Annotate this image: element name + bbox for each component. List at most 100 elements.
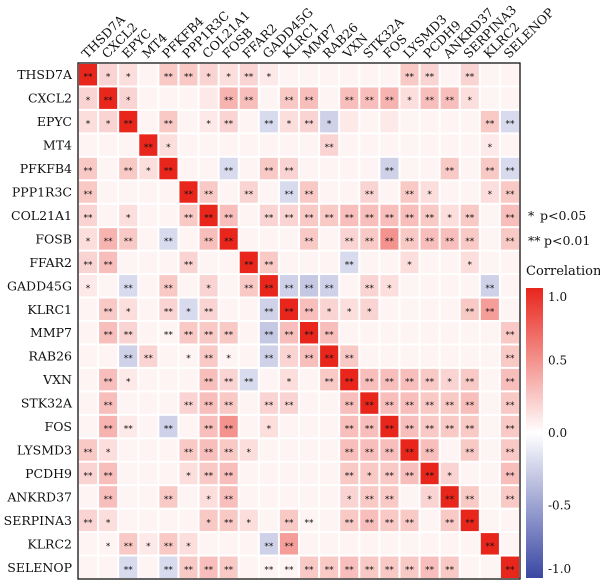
significance-mark: * <box>206 73 211 83</box>
heatmap-cell <box>119 439 138 461</box>
heatmap-cell <box>420 345 439 367</box>
heatmap-cell <box>239 251 258 274</box>
heatmap-cell <box>480 298 499 320</box>
heatmap-cell <box>219 134 238 156</box>
heatmap-cell <box>300 298 319 320</box>
heatmap-cell <box>179 64 198 86</box>
heatmap-cell <box>400 533 419 555</box>
heatmap-cell <box>99 228 118 250</box>
significance-mark: ** <box>385 96 395 106</box>
heatmap-cell <box>139 181 158 203</box>
significance-mark: ** <box>284 190 294 200</box>
heatmap-cell <box>159 87 178 109</box>
row-label: PCDH9 <box>25 466 72 481</box>
significance-mark: ** <box>264 307 274 317</box>
heatmap-cell <box>119 415 138 438</box>
heatmap-cell <box>360 556 379 578</box>
heatmap-cell <box>340 64 359 86</box>
row-label: KLRC1 <box>27 302 72 317</box>
heatmap-cell <box>259 157 278 180</box>
significance-mark: * <box>267 425 272 435</box>
heatmap-cell <box>99 345 118 367</box>
heatmap-cell <box>179 228 198 250</box>
heatmap-cell <box>219 392 238 414</box>
significance-mark: ** <box>284 542 294 552</box>
row-label: PFKFB4 <box>20 161 72 176</box>
heatmap-cell <box>259 64 278 86</box>
heatmap-cell <box>159 110 178 133</box>
heatmap-cell <box>119 64 138 86</box>
heatmap-cell <box>320 157 339 180</box>
heatmap-cell <box>119 134 138 156</box>
significance-mark: * <box>206 120 211 130</box>
significance-mark: ** <box>325 565 335 575</box>
significance-mark: ** <box>345 518 355 528</box>
sig-legend-double-text: p<0.01 <box>544 233 590 248</box>
heatmap-cell <box>480 204 499 227</box>
heatmap-cell <box>199 134 218 156</box>
heatmap-cell <box>119 509 138 532</box>
significance-mark: ** <box>345 237 355 247</box>
heatmap-cell <box>119 87 138 109</box>
heatmap-cell <box>159 439 178 461</box>
heatmap-cell <box>500 64 519 86</box>
heatmap-cell <box>119 251 138 274</box>
significance-mark: ** <box>184 260 194 270</box>
significance-mark: * <box>327 120 332 130</box>
heatmap-cell <box>380 439 399 461</box>
heatmap-cell <box>360 462 379 485</box>
significance-mark: ** <box>184 190 194 200</box>
heatmap-cell <box>360 64 379 86</box>
significance-mark: ** <box>465 237 475 247</box>
heatmap-cell <box>99 87 118 109</box>
heatmap-cell <box>139 345 158 367</box>
heatmap-cell <box>480 368 499 391</box>
significance-mark: ** <box>264 260 274 270</box>
heatmap-cell <box>480 392 499 414</box>
heatmap-cell <box>440 439 459 461</box>
significance-mark: ** <box>204 237 214 247</box>
heatmap-cell <box>340 533 359 555</box>
significance-mark: * <box>367 307 372 317</box>
heatmap-cell <box>320 275 339 297</box>
row-label: STK32A <box>21 396 73 411</box>
significance-mark: ** <box>244 378 254 388</box>
heatmap-cell <box>440 533 459 555</box>
heatmap-cell <box>179 251 198 274</box>
heatmap-cell <box>79 439 98 461</box>
significance-mark: ** <box>365 284 375 294</box>
heatmap-cell <box>320 322 339 344</box>
colorbar-title: Correlation <box>526 264 600 279</box>
row-labels: THSD7A CXCL2 EPYC MT4 PFKFB4 PPP1R3C COL21A1 FO… <box>4 67 73 575</box>
significance-mark: * <box>287 378 292 388</box>
heatmap-cell <box>119 298 138 320</box>
significance-mark: ** <box>164 167 174 177</box>
heatmap-cell <box>480 486 499 508</box>
significance-mark: * <box>347 307 352 317</box>
heatmap-cell <box>219 322 238 344</box>
heatmap-cell <box>99 439 118 461</box>
heatmap-cell <box>159 509 178 532</box>
significance-mark: ** <box>405 425 415 435</box>
heatmap-cell <box>480 275 499 297</box>
significance-mark: ** <box>124 354 134 364</box>
significance-mark: ** <box>465 73 475 83</box>
heatmap-cell <box>400 204 419 227</box>
heatmap-cell <box>300 509 319 532</box>
heatmap-cell <box>279 64 298 86</box>
significance-mark: ** <box>325 331 335 341</box>
heatmap-cell <box>440 415 459 438</box>
heatmap-cell <box>380 462 399 485</box>
heatmap-cell <box>139 64 158 86</box>
heatmap-cell <box>279 486 298 508</box>
heatmap-cell <box>380 275 399 297</box>
significance-mark: ** <box>124 331 134 341</box>
heatmap-cell <box>239 134 258 156</box>
heatmap-cell <box>500 87 519 109</box>
significance-mark: ** <box>345 378 355 388</box>
significance-mark: ** <box>84 190 94 200</box>
heatmap-cell <box>480 251 499 274</box>
heatmap-cell <box>279 110 298 133</box>
heatmap-cell <box>300 251 319 274</box>
heatmap-cell <box>279 251 298 274</box>
